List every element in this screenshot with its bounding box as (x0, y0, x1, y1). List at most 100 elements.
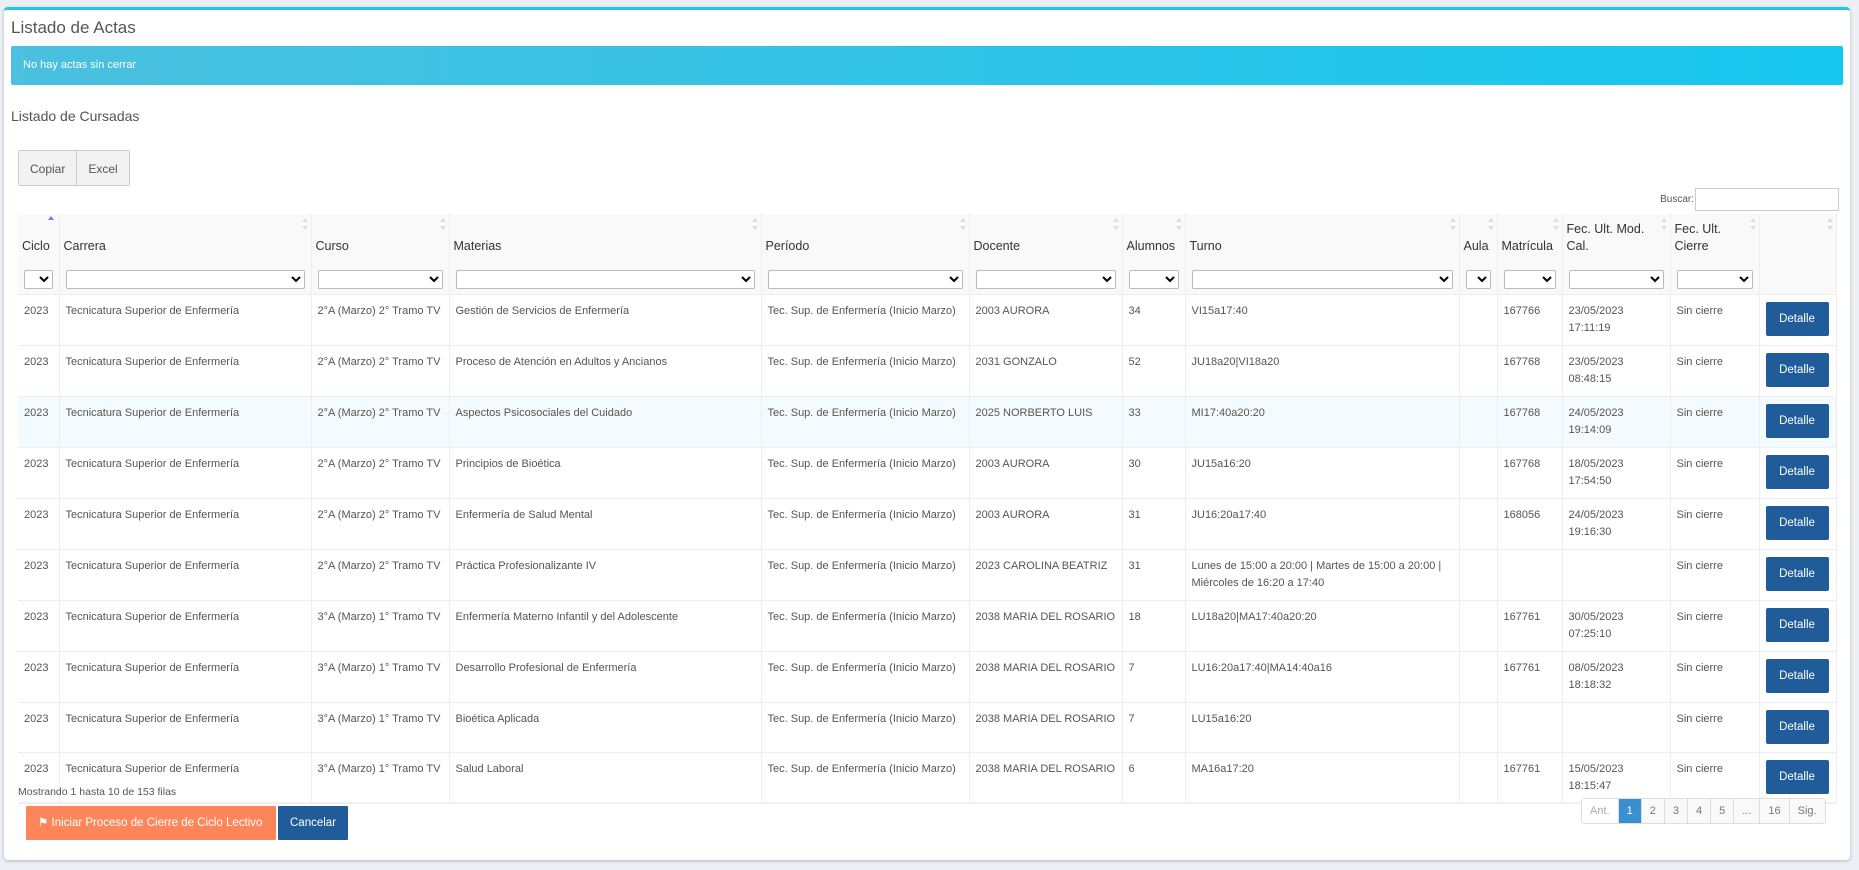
sort-icon (1487, 218, 1494, 230)
column-header[interactable]: Aula (1459, 214, 1498, 265)
cell-1: Tecnicatura Superior de Enfermería (59, 497, 312, 549)
start-close-cycle-button[interactable]: ⚑ Iniciar Proceso de Cierre de Ciclo Lec… (26, 806, 276, 840)
filter-select[interactable] (65, 269, 305, 289)
search-input[interactable] (1695, 188, 1839, 211)
cell-10: 18/05/2023 17:54:50 (1562, 446, 1671, 498)
filter-select[interactable] (1676, 269, 1753, 289)
cancel-button[interactable]: Cancelar (278, 806, 349, 840)
column-header[interactable] (1759, 214, 1837, 265)
sort-icon (1552, 218, 1559, 230)
cell-5: 2038 MARIA DEL ROSARIO (969, 599, 1123, 651)
flag-icon: ⚑ (38, 817, 49, 829)
cell-3: Aspectos Psicosociales del Cuidado (449, 395, 762, 447)
search-label: Buscar: (1660, 194, 1694, 205)
cell-4: Tec. Sup. de Enfermería (Inicio Marzo) (761, 395, 970, 447)
cell-0: 2023 (18, 293, 60, 345)
column-filter (449, 265, 762, 294)
cell-4: Tec. Sup. de Enfermería (Inicio Marzo) (761, 344, 970, 396)
page-button[interactable]: 16 (1759, 799, 1789, 823)
page-title: Listado de Actas (11, 18, 136, 37)
filter-select[interactable] (455, 269, 755, 289)
cell-10 (1562, 548, 1671, 600)
cell-10: 30/05/2023 07:25:10 (1562, 599, 1671, 651)
cell-5: 2003 AURORA (969, 497, 1123, 549)
cell-5: 2038 MARIA DEL ROSARIO (969, 650, 1123, 702)
filter-select[interactable] (1191, 269, 1453, 289)
cell-11: Sin cierre (1670, 293, 1760, 345)
page-button[interactable]: 3 (1663, 799, 1687, 823)
column-header[interactable]: Matrícula (1497, 214, 1563, 265)
filter-select[interactable] (24, 269, 53, 289)
detail-button[interactable]: Detalle (1765, 505, 1829, 540)
column-filter (311, 265, 450, 294)
detail-button[interactable]: Detalle (1765, 454, 1829, 489)
detail-button[interactable]: Detalle (1765, 607, 1829, 642)
column-header[interactable]: Alumnos (1122, 214, 1186, 265)
detail-button[interactable]: Detalle (1765, 556, 1829, 591)
action-cell: Detalle (1759, 395, 1837, 447)
page-button[interactable]: 5 (1710, 799, 1734, 823)
column-filter (1459, 265, 1498, 294)
page-button[interactable]: Ant. (1582, 799, 1618, 823)
column-header[interactable]: Curso (311, 214, 450, 265)
cell-5: 2031 GONZALO (969, 344, 1123, 396)
column-header[interactable]: Turno (1185, 214, 1460, 265)
cell-2: 2°A (Marzo) 2° Tramo TV (311, 344, 450, 396)
column-header[interactable]: Período (761, 214, 970, 265)
column-header[interactable]: Docente (969, 214, 1123, 265)
page-button[interactable]: 1 (1617, 799, 1641, 823)
cell-9: 167768 (1497, 446, 1563, 498)
copy-button[interactable]: Copiar (19, 151, 77, 185)
sort-asc-icon (48, 216, 54, 221)
cell-8 (1459, 599, 1498, 651)
cell-7: MI17:40a20:20 (1185, 395, 1460, 447)
cell-1: Tecnicatura Superior de Enfermería (59, 599, 312, 651)
cell-11: Sin cierre (1670, 701, 1760, 752)
cell-1: Tecnicatura Superior de Enfermería (59, 344, 312, 396)
detail-button[interactable]: Detalle (1765, 709, 1829, 744)
cell-11: Sin cierre (1670, 548, 1760, 600)
detail-button[interactable]: Detalle (1765, 352, 1829, 387)
page-button[interactable]: 4 (1686, 799, 1711, 823)
column-label: Curso (315, 239, 349, 253)
sort-icon (1449, 218, 1456, 230)
page-button[interactable]: Sig. (1788, 799, 1825, 823)
column-filter (1670, 265, 1760, 294)
page-button[interactable]: ... (1733, 799, 1760, 823)
filter-select[interactable] (1568, 269, 1664, 289)
table-row: 2023 Tecnicatura Superior de Enfermería 2°… (18, 293, 1837, 345)
cell-3: Enfermería Materno Infantil y del Adoles… (449, 599, 762, 651)
cell-8 (1459, 650, 1498, 702)
cell-5: 2038 MARIA DEL ROSARIO (969, 751, 1123, 804)
cell-7: LU15a16:20 (1185, 701, 1460, 752)
filter-select[interactable] (317, 269, 443, 289)
cell-7: JU15a16:20 (1185, 446, 1460, 498)
detail-button[interactable]: Detalle (1765, 301, 1829, 336)
filter-select[interactable] (1503, 269, 1556, 289)
cell-1: Tecnicatura Superior de Enfermería (59, 446, 312, 498)
column-header[interactable]: Carrera (59, 214, 312, 265)
table-info: Mostrando 1 hasta 10 de 153 filas (18, 786, 177, 798)
column-label: Aula (1463, 239, 1489, 253)
filter-select[interactable] (1128, 269, 1179, 289)
column-header[interactable]: Fec. Ult. Mod. Cal. (1562, 214, 1671, 265)
column-header[interactable]: Ciclo (18, 214, 60, 265)
detail-button[interactable]: Detalle (1765, 759, 1829, 794)
page-button[interactable]: 2 (1640, 799, 1664, 823)
detail-button[interactable]: Detalle (1765, 403, 1829, 438)
cell-6: 7 (1122, 650, 1186, 702)
cell-2: 3°A (Marzo) 1° Tramo TV (311, 599, 450, 651)
column-header[interactable]: Fec. Ult. Cierre (1670, 214, 1760, 265)
start-label: Iniciar Proceso de Cierre de Ciclo Lecti… (51, 817, 263, 829)
filter-select[interactable] (767, 269, 963, 289)
cell-2: 2°A (Marzo) 2° Tramo TV (311, 395, 450, 447)
cell-10: 15/05/2023 18:15:47 (1562, 751, 1671, 804)
filter-select[interactable] (1465, 269, 1491, 289)
column-header[interactable]: Materias (449, 214, 762, 265)
cell-4: Tec. Sup. de Enfermería (Inicio Marzo) (761, 497, 970, 549)
filter-select[interactable] (975, 269, 1116, 289)
detail-button[interactable]: Detalle (1765, 658, 1829, 693)
cell-4: Tec. Sup. de Enfermería (Inicio Marzo) (761, 701, 970, 752)
excel-button[interactable]: Excel (76, 151, 129, 185)
sort-icon (1660, 218, 1667, 230)
